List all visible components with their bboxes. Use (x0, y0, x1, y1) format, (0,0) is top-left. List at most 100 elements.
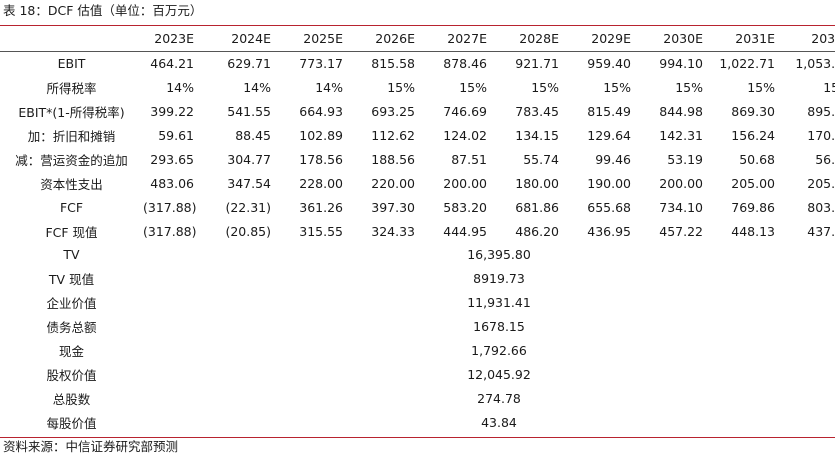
row-value: 483.06 (150, 175, 194, 191)
summary-row: 债务总额 1678.15 (0, 315, 835, 339)
row-value: 102.89 (299, 128, 343, 143)
row-value: 734.10 (659, 199, 703, 215)
table-row: FCF (317.88) (22.31) 361.26 397.30 583.20 681.… (0, 195, 835, 219)
row-value: 50.68 (739, 151, 775, 167)
row-value: 783.45 (515, 104, 559, 120)
table-row: 所得税率 14% 14% 14% 15% 15% 15% 15% 15% 15% 15% (0, 76, 835, 100)
summary-label: TV (63, 247, 80, 263)
summary-value: 1678.15 (473, 319, 525, 335)
row-value: 14% (315, 80, 343, 96)
row-value: 170.17 (807, 128, 835, 143)
row-value: 655.68 (587, 199, 631, 215)
row-value: 180.00 (515, 175, 559, 191)
row-label: FCF 现值 (45, 224, 98, 240)
row-value: 773.17 (299, 56, 343, 72)
row-value: 205.00 (807, 175, 835, 191)
column-header: 2032E (779, 27, 835, 52)
summary-row: 总股数 274.78 (0, 386, 835, 410)
row-value: (22.31) (225, 199, 271, 215)
row-value: 399.22 (150, 104, 194, 120)
row-label: EBIT (57, 56, 86, 72)
column-header: 2028E (491, 27, 563, 52)
row-value: 134.15 (515, 128, 559, 143)
source-note: 资料来源：中信证券研究部预测 (3, 439, 179, 454)
row-value: 87.51 (451, 151, 487, 167)
summary-row: TV 现值 8919.73 (0, 267, 835, 291)
row-value: 869.30 (731, 104, 775, 120)
summary-label: 债务总额 (46, 320, 97, 336)
summary-value: 43.84 (481, 414, 517, 430)
dcf-valuation-table: 2023E 2024E 2025E 2026E 2027E 2028E 2029E 2030E… (0, 27, 835, 434)
summary-value: 274.78 (477, 390, 521, 406)
row-value: 88.45 (235, 128, 271, 143)
row-value: 457.22 (659, 223, 703, 239)
row-value: 59.61 (158, 128, 194, 143)
row-value: 15% (823, 80, 835, 96)
row-value: 448.13 (731, 223, 775, 239)
row-value: 304.77 (227, 151, 271, 167)
row-value: 15% (747, 80, 775, 96)
row-value: 156.24 (731, 128, 775, 143)
row-value: 15% (531, 80, 559, 96)
row-value: 56.96 (815, 151, 835, 167)
row-value: 746.69 (443, 104, 487, 120)
row-value: 994.10 (659, 56, 703, 72)
row-label: 资本性支出 (40, 176, 103, 192)
row-value: 15% (387, 80, 415, 96)
row-value: 200.00 (659, 175, 703, 191)
row-value: 15% (675, 80, 703, 96)
row-value: 436.95 (587, 223, 631, 239)
row-value: 324.33 (371, 223, 415, 239)
row-value: 112.62 (371, 128, 415, 143)
row-value: 444.95 (443, 223, 487, 239)
row-label: EBIT*(1-所得税率) (18, 105, 125, 121)
table-row: 减：营运资金的追加 293.65 304.77 178.56 188.56 87.51 55… (0, 147, 835, 171)
table-title: 表 18：DCF 估值（单位：百万元） (3, 3, 203, 18)
column-header: 2025E (275, 27, 347, 52)
summary-row: 企业价值 11,931.41 (0, 291, 835, 315)
summary-label: 股权价值 (46, 367, 97, 383)
column-header: 2029E (563, 27, 635, 52)
row-value: 769.86 (731, 199, 775, 215)
row-value: 293.65 (150, 151, 194, 167)
summary-value: 16,395.80 (467, 247, 531, 263)
row-value: 205.00 (731, 175, 775, 191)
row-value: 664.93 (299, 104, 343, 120)
row-value: 583.20 (443, 199, 487, 215)
row-value: 815.49 (587, 104, 631, 120)
row-value: 15% (459, 80, 487, 96)
row-value: 844.98 (659, 104, 703, 120)
row-value: 486.20 (515, 223, 559, 239)
summary-label: 现金 (58, 344, 84, 360)
summary-value: 11,931.41 (467, 295, 531, 311)
table-body: 2023E 2024E 2025E 2026E 2027E 2028E 2029E 2030E… (0, 27, 835, 434)
summary-label: 每股价值 (46, 415, 97, 431)
summary-label: 企业价值 (46, 296, 97, 312)
table-row: FCF 现值 (317.88) (20.85) 315.55 324.33 444.95 4… (0, 219, 835, 243)
summary-row: 现金 1,792.66 (0, 339, 835, 363)
row-value: 129.64 (587, 128, 631, 143)
row-value: 190.00 (587, 175, 631, 191)
row-value: 14% (243, 80, 271, 96)
row-label: 减：营运资金的追加 (15, 152, 128, 168)
column-header: 2031E (707, 27, 779, 52)
row-value: 124.02 (443, 128, 487, 143)
row-value: 464.21 (150, 56, 194, 72)
table-row: 资本性支出 483.06 347.54 228.00 220.00 200.00 180.0… (0, 171, 835, 195)
row-value: 361.26 (299, 199, 343, 215)
row-value: 1,022.71 (719, 56, 775, 72)
row-value: 228.00 (299, 175, 343, 191)
row-value: 99.46 (595, 151, 631, 167)
row-value: 15% (603, 80, 631, 96)
table-row: EBIT*(1-所得税率) 399.22 541.55 664.93 693.25 746… (0, 100, 835, 124)
summary-value: 8919.73 (473, 271, 525, 287)
row-value: 53.19 (667, 151, 703, 167)
summary-row: TV 16,395.80 (0, 243, 835, 267)
table-row: EBIT 464.21 629.71 773.17 815.58 878.46 921.71… (0, 51, 835, 75)
column-header: 2030E (635, 27, 707, 52)
row-value: 1,053.15 (795, 56, 835, 72)
row-label: 加：折旧和摊销 (27, 129, 116, 144)
row-value: 815.58 (371, 56, 415, 72)
row-label: FCF (59, 199, 84, 215)
row-label: 所得税率 (46, 81, 97, 97)
